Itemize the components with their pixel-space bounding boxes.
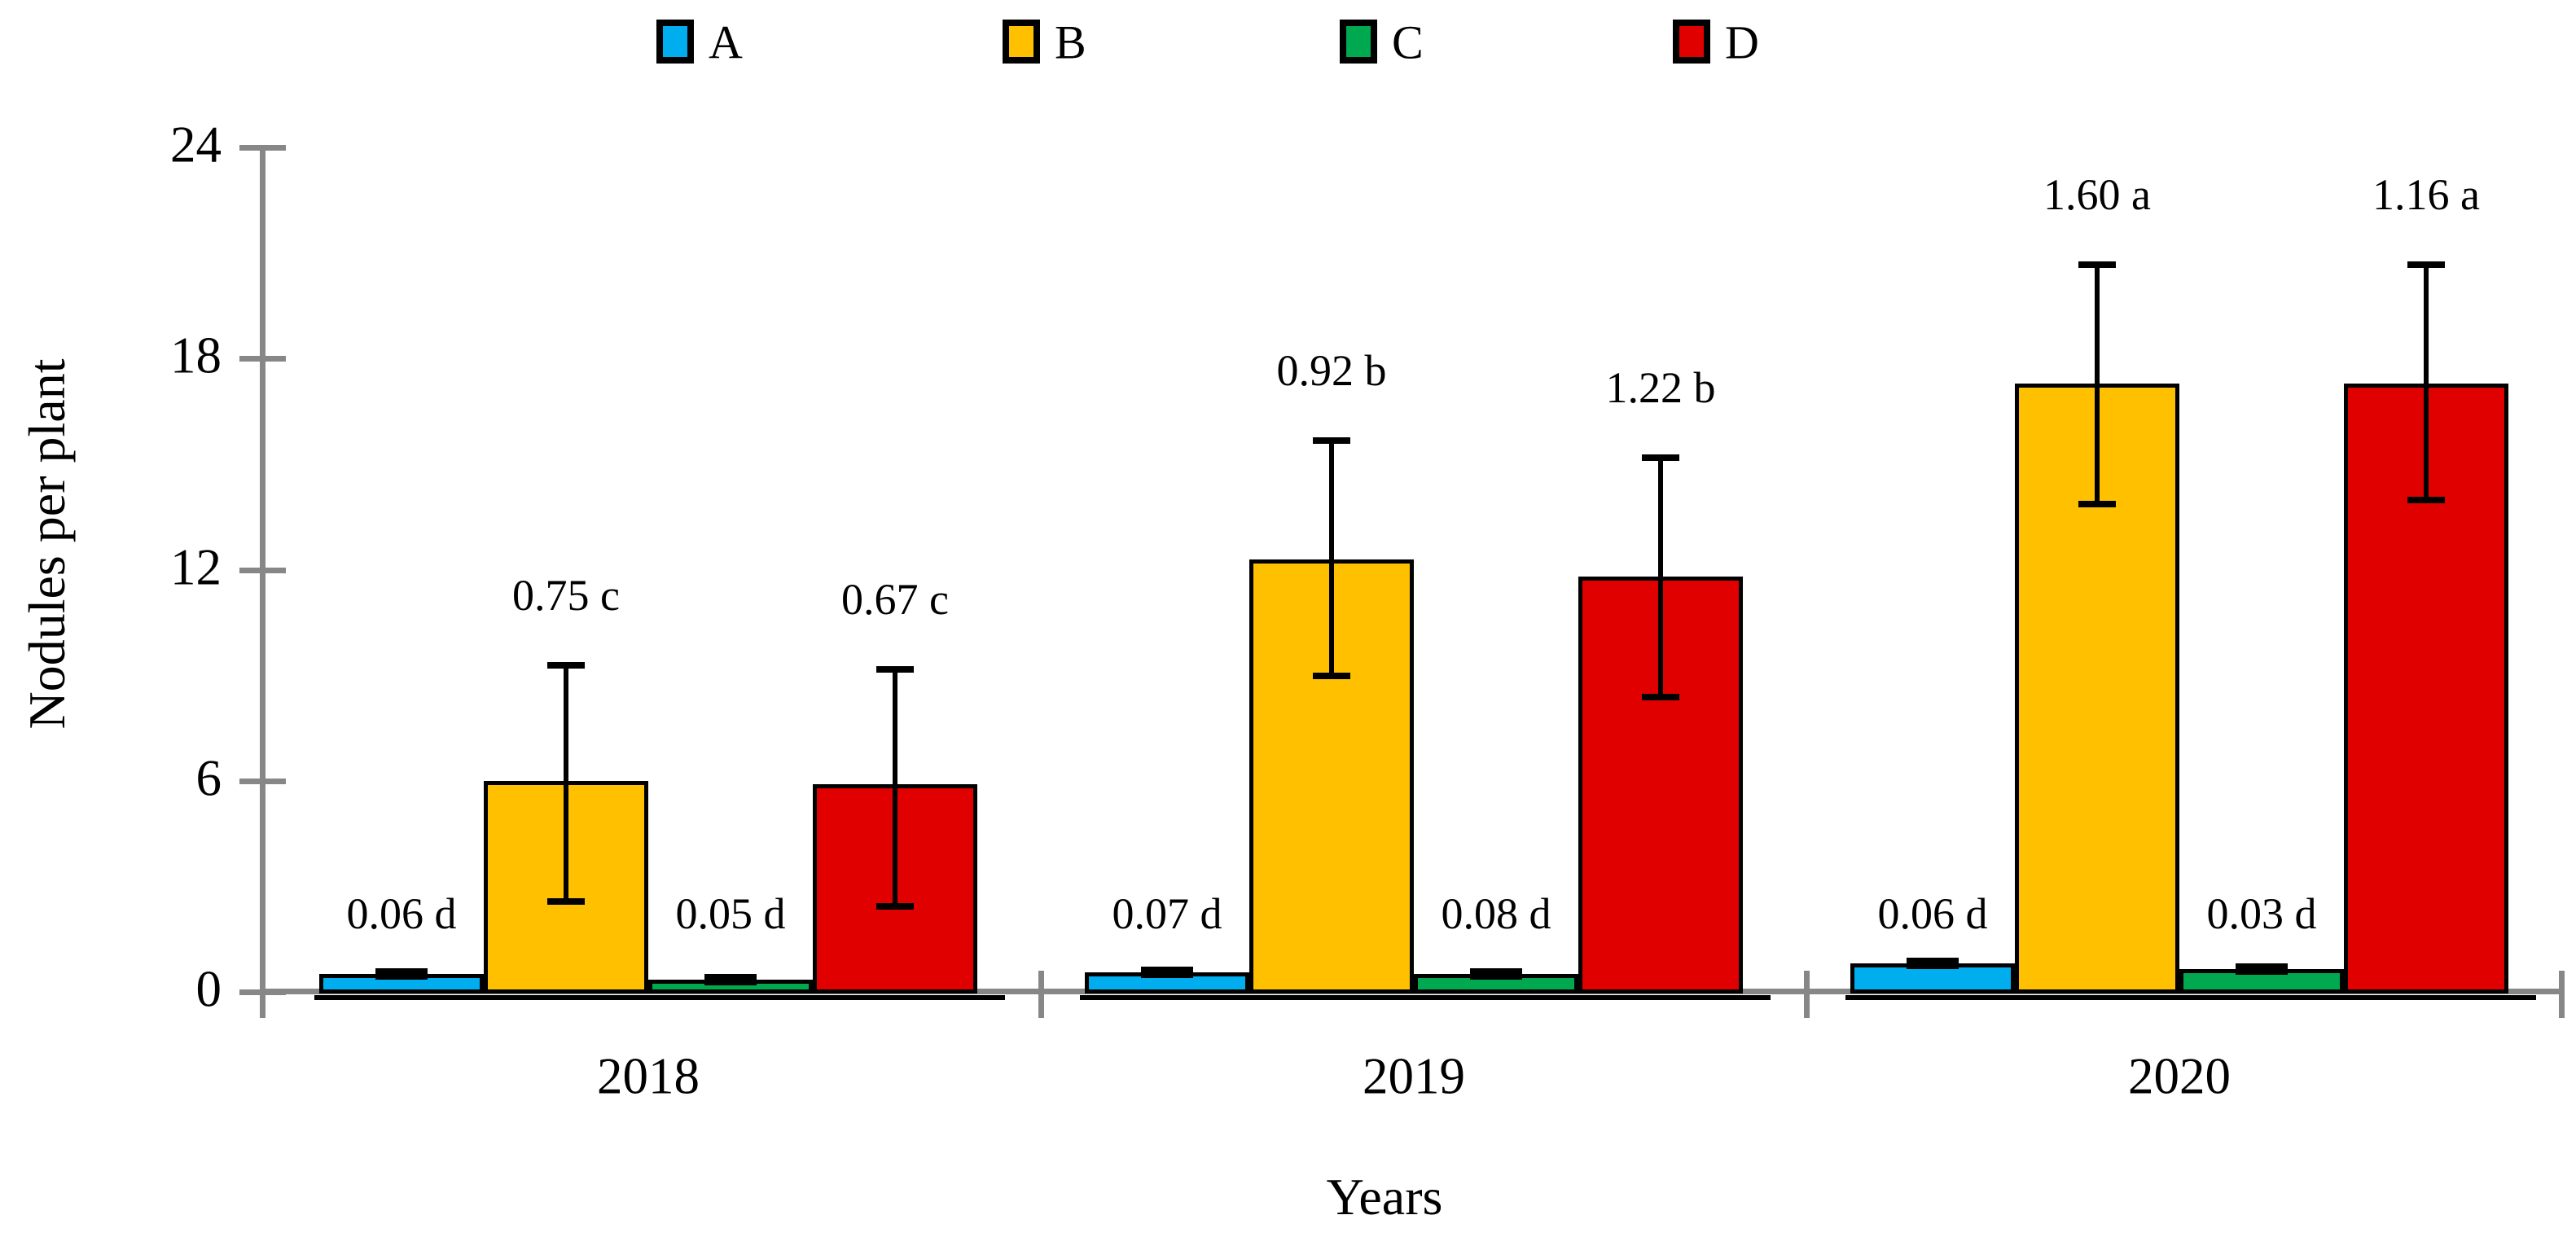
y-tick-label: 6	[195, 749, 222, 807]
value-label-C-2019: 0.08 d	[1441, 889, 1551, 938]
error-bar-cap-A-2018	[375, 968, 428, 980]
value-label-D-2018: 0.67 c	[841, 574, 949, 624]
value-label-B-2020: 1.60 a	[2043, 169, 2151, 219]
error-bar-cap-C-2018	[704, 973, 757, 985]
legend-label-A: A	[709, 15, 743, 69]
error-bar-cap	[1642, 694, 1679, 701]
error-bar-cap	[876, 665, 914, 673]
error-bar-cap	[2078, 261, 2116, 268]
legend-swatch-C	[1340, 20, 1377, 64]
error-bar-cap-C-2020	[2236, 963, 2288, 975]
y-tick-label: 0	[195, 960, 222, 1018]
legend-label-C: C	[1392, 15, 1424, 69]
legend-swatch-A	[656, 20, 694, 64]
legend-label-D: D	[1725, 15, 1759, 69]
value-label-A-2019: 0.07 d	[1112, 889, 1222, 938]
error-bar-D-2019	[1658, 457, 1663, 697]
error-bar-B-2020	[2095, 263, 2100, 503]
value-label-B-2019: 0.92 b	[1276, 345, 1387, 395]
x-category-label-2019: 2019	[1363, 1047, 1465, 1105]
error-bar-cap-A-2019	[1141, 967, 1193, 979]
y-tick-label: 24	[170, 116, 222, 173]
error-bar-D-2020	[2424, 263, 2429, 500]
error-bar-B-2018	[564, 665, 568, 901]
value-label-A-2020: 0.06 d	[1877, 889, 1988, 938]
error-bar-cap	[547, 897, 585, 905]
y-axis-title: Nodules per plant	[18, 358, 76, 730]
x-tick-mark	[1038, 971, 1044, 1018]
error-bar-cap	[2078, 500, 2116, 507]
bar-D-2020	[2344, 383, 2508, 994]
value-label-D-2020: 1.16 a	[2372, 169, 2480, 219]
error-bar-cap-A-2020	[1907, 958, 1959, 970]
value-label-B-2018: 0.75 c	[512, 571, 620, 621]
x-tick-mark	[1804, 971, 1810, 1018]
x-category-label-2018: 2018	[597, 1047, 700, 1105]
value-label-D-2019: 1.22 b	[1605, 363, 1716, 413]
error-bar-cap	[2407, 261, 2445, 268]
value-label-C-2018: 0.05 d	[675, 889, 786, 938]
value-label-A-2018: 0.06 d	[346, 889, 457, 938]
y-tick-label: 12	[170, 538, 222, 596]
legend-swatch-B	[1003, 20, 1040, 64]
error-bar-cap-C-2019	[1470, 968, 1522, 980]
value-label-C-2020: 0.03 d	[2206, 889, 2317, 938]
error-bar-cap	[1313, 436, 1350, 444]
bar-group-baseline-shadow	[1080, 995, 1771, 1000]
x-tick-mark	[2559, 971, 2565, 1018]
error-bar-B-2019	[1329, 439, 1334, 676]
bar-group-baseline-shadow	[314, 995, 1005, 1000]
legend-label-B: B	[1055, 15, 1086, 69]
error-bar-cap	[1642, 454, 1679, 462]
error-bar-cap	[2407, 497, 2445, 504]
error-bar-cap	[876, 903, 914, 910]
y-axis-line	[260, 145, 265, 1018]
error-bar-cap	[547, 662, 585, 669]
error-bar-D-2018	[893, 668, 897, 906]
legend-swatch-D	[1673, 20, 1710, 64]
x-axis-title: Years	[1326, 1168, 1443, 1226]
error-bar-cap	[1313, 673, 1350, 680]
y-tick-label: 18	[170, 327, 222, 384]
x-category-label-2020: 2020	[2128, 1047, 2231, 1105]
bar-group-baseline-shadow	[1845, 995, 2536, 1000]
bar-B-2019	[1249, 559, 1414, 994]
